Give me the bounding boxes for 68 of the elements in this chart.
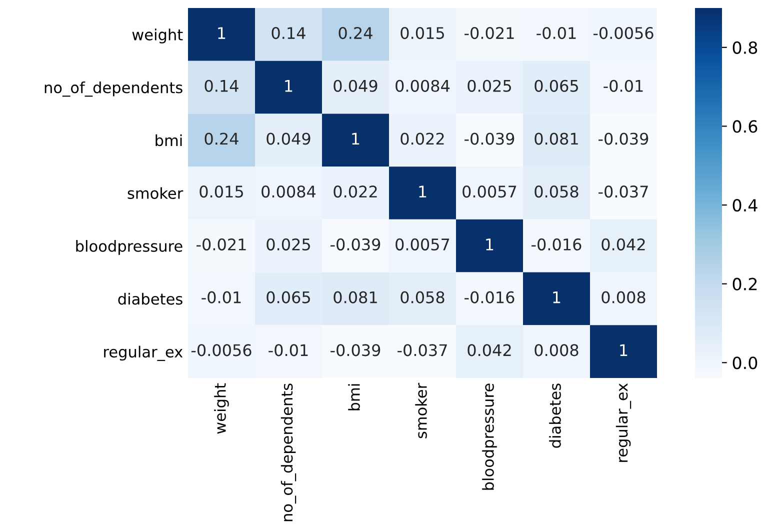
color-bar-label: 0.6 <box>732 120 758 133</box>
data-label: 0.008 <box>602 291 646 304</box>
y-tick-label: smoker <box>128 187 184 200</box>
x-tick-label: bmi <box>348 384 360 410</box>
data-label: 1 <box>218 27 226 39</box>
y-tick-label: diabetes <box>118 292 182 305</box>
data-label: -0.0056 <box>593 26 654 40</box>
x-tick-label: no_of_dependents <box>280 384 296 522</box>
data-label: 1 <box>553 291 560 304</box>
y-tick-label: bmi <box>156 134 182 146</box>
data-label: -0.039 <box>464 132 514 145</box>
data-label: -0.01 <box>202 291 241 304</box>
data-label: 0.24 <box>338 26 372 40</box>
data-label: 1 <box>486 238 494 250</box>
data-label: 1 <box>419 186 426 198</box>
data-label: 0.022 <box>334 186 377 198</box>
data-label: -0.021 <box>464 26 514 40</box>
data-label: -0.037 <box>398 344 447 356</box>
data-label: -0.01 <box>268 344 308 356</box>
color-bar-label: 0.0 <box>732 356 758 370</box>
color-bar-label: 0.8 <box>732 41 758 54</box>
y-tick-label: bloodpressure <box>76 240 182 255</box>
y-tick-label: no_of_dependents <box>44 81 182 97</box>
data-label: 0.042 <box>602 238 645 250</box>
data-label: 0.058 <box>400 291 444 304</box>
color-bar-label: 0.4 <box>732 198 758 212</box>
data-label: 0.0084 <box>396 80 450 92</box>
data-label: 0.015 <box>400 26 444 40</box>
data-label: -0.039 <box>330 238 380 250</box>
data-label: 1 <box>285 80 292 92</box>
data-label: 0.049 <box>266 132 310 145</box>
x-tick-label: weight <box>214 383 229 434</box>
data-label: -0.039 <box>330 344 380 356</box>
data-label: -0.016 <box>464 291 514 304</box>
data-label: -0.0056 <box>191 344 252 356</box>
data-label: 0.081 <box>534 132 578 145</box>
data-label: -0.021 <box>196 238 246 250</box>
color-bar-label: 0.2 <box>732 278 757 290</box>
x-tick-label: bloodpressure <box>482 384 497 490</box>
x-tick-label: smoker <box>415 382 427 438</box>
data-label: 0.022 <box>400 132 444 145</box>
y-tick-label: weight <box>132 28 183 44</box>
data-label: 0.24 <box>204 132 238 145</box>
x-tick-label: diabetes <box>549 384 561 448</box>
data-label: -0.039 <box>598 132 648 145</box>
data-label: 0.008 <box>534 344 578 356</box>
data-label: 1 <box>620 344 628 356</box>
data-label: 0.065 <box>534 80 578 92</box>
data-label: 0.065 <box>266 291 310 304</box>
data-label: 0.0057 <box>396 238 450 250</box>
data-label: 0.081 <box>334 291 377 304</box>
data-label: 0.0057 <box>462 186 516 198</box>
data-label: 0.025 <box>266 238 310 250</box>
data-label: 1 <box>352 132 360 145</box>
data-label: 0.14 <box>204 80 238 92</box>
y-tick-label: regular_ex <box>104 346 183 361</box>
data-label: 0.14 <box>272 26 306 40</box>
data-label: 0.025 <box>468 80 511 92</box>
data-label: -0.01 <box>604 80 643 92</box>
data-label: 0.058 <box>534 186 578 198</box>
data-label: 0.015 <box>200 186 243 198</box>
data-label: 0.042 <box>468 344 511 356</box>
data-label: -0.01 <box>536 26 576 40</box>
data-label: 0.049 <box>334 80 378 92</box>
x-tick-label: regular_ex <box>616 383 632 462</box>
data-label: -0.016 <box>532 238 582 250</box>
data-label: 0.0084 <box>262 186 316 198</box>
data-label: -0.037 <box>598 186 648 198</box>
